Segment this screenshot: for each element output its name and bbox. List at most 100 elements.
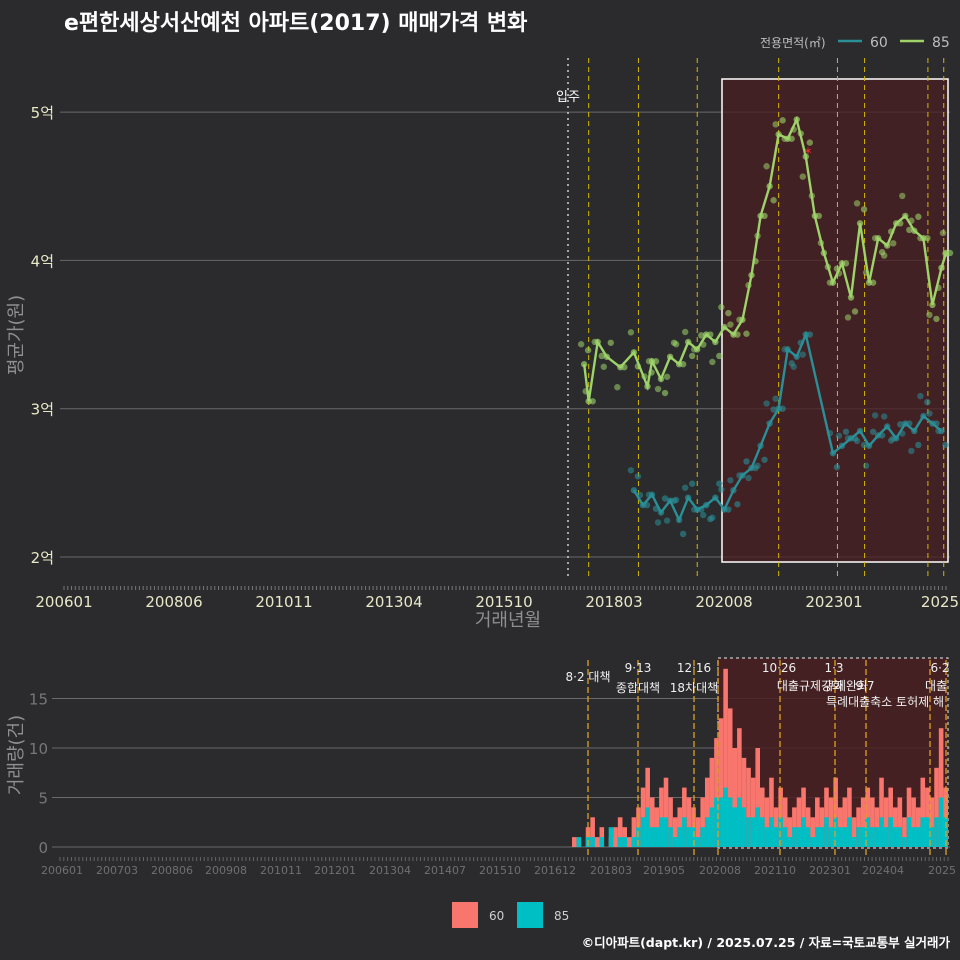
volume-x-tick-label: 202301: [809, 864, 851, 877]
price-x-axis: 200601 200806 201011 201304 201510 201803 2020…: [35, 586, 959, 611]
volume-bar-85: [870, 827, 875, 847]
volume-bar-60: [833, 777, 838, 847]
price-point-85: [654, 385, 662, 393]
price-point-60: [700, 511, 707, 519]
price-point-85: [815, 212, 823, 220]
bottom-legend-label-60: 60: [489, 909, 504, 923]
price-y-tick-label: 2억: [31, 549, 54, 567]
volume-bar-85: [856, 827, 861, 847]
volume-bar-85: [906, 817, 912, 847]
volume-bar-60: [842, 797, 848, 847]
price-point-85: [788, 135, 795, 142]
volume-bar-85: [892, 827, 898, 847]
price-point-85: [933, 315, 940, 323]
policy-lines: [588, 58, 945, 580]
price-point-85: [906, 226, 913, 234]
volume-x-tick-label: 201612: [534, 864, 576, 877]
volume-bar-60: [723, 668, 728, 847]
price-point-60: [716, 480, 723, 487]
volume-bar-85: [718, 797, 724, 847]
price-x-tick-label: 202008: [695, 593, 752, 611]
highlight-region: [721, 78, 949, 563]
volume-bar-85: [640, 817, 646, 847]
volume-bar-60: [851, 817, 857, 847]
volume-bar-60: [668, 797, 673, 847]
price-point-85: [924, 234, 931, 242]
volume-bar-85: [833, 817, 838, 847]
price-x-tick-label: 201510: [475, 593, 532, 611]
price-point-85: [939, 229, 947, 237]
volume-bar-85: [576, 837, 582, 847]
volume-bar-85: [787, 837, 793, 847]
price-point-85: [779, 117, 786, 124]
price-point-85: [727, 321, 734, 328]
volume-bar-60: [920, 777, 926, 847]
volume-bar-85: [920, 817, 926, 847]
price-point-60: [709, 514, 716, 521]
price-point-85: [761, 212, 768, 220]
price-point-60: [835, 432, 843, 439]
policy-label: 6·2: [930, 661, 949, 675]
volume-y-tick-label: 15: [29, 691, 48, 709]
volume-bar-85: [810, 837, 816, 847]
volume-bar-85: [677, 827, 683, 847]
footer-credit: ©디아파트(dapt.kr) / 2025.07.25 / 자료=국토교통부 실…: [582, 935, 951, 950]
volume-bar-85: [911, 827, 916, 847]
price-point-60: [842, 428, 850, 435]
price-point-60: [734, 501, 741, 508]
policy-label: 1·3: [824, 661, 843, 675]
bottom-legend-swatch-85: [517, 902, 543, 928]
chart-title: e편한세상서산예천 아파트(2017) 매매가격 변화: [64, 11, 527, 36]
price-point-60: [853, 437, 861, 445]
volume-bar-85: [737, 797, 742, 847]
volume-bar-85: [805, 827, 811, 847]
price-point-60: [772, 395, 779, 402]
volume-bar-85: [599, 837, 605, 847]
price-point-85: [600, 363, 607, 370]
price-point-60: [926, 410, 933, 417]
price-point-85: [806, 139, 813, 146]
price-point-60: [833, 463, 841, 471]
volume-bar-60: [631, 817, 637, 847]
volume-x-tick-label: 202008: [699, 864, 741, 877]
price-point-60: [779, 405, 786, 412]
price-point-60: [718, 486, 725, 493]
price-point-85: [718, 303, 725, 311]
price-point-60: [725, 506, 732, 513]
price-point-85: [734, 331, 741, 338]
price-point-85: [770, 197, 777, 204]
legend-title: 전용면적(㎡): [760, 36, 826, 50]
price-y-tick-label: 4억: [31, 252, 54, 270]
volume-panel: 8·2 대책 9·13 종합대책 12·16 18차대책 10·26 대출규제강화 1·3 규제…: [6, 657, 956, 877]
price-point-85: [681, 328, 689, 336]
volume-bar-85: [819, 827, 825, 847]
price-point-60: [915, 441, 922, 449]
price-point-60: [661, 495, 669, 502]
price-point-60: [761, 456, 768, 463]
price-lines: [583, 115, 948, 523]
volume-x-tick-label: 200703: [96, 864, 138, 877]
volume-bar-60: [934, 767, 939, 847]
policy-label: 규제완화: [824, 679, 868, 693]
price-point-85: [743, 330, 750, 337]
volume-bar-85: [668, 827, 673, 847]
volume-bar-60: [613, 827, 618, 847]
volume-bar-60: [764, 797, 770, 847]
volume-bar-85: [695, 837, 701, 847]
price-point-60: [897, 421, 904, 428]
volume-bar-85: [879, 817, 884, 847]
policy-label: 8·2 대책: [566, 669, 611, 684]
volume-bar-85: [874, 827, 880, 847]
price-y-tick-label: 3억: [31, 401, 54, 419]
volume-bar-85: [608, 827, 614, 847]
volume-x-tick-label: 201201: [314, 864, 356, 877]
price-point-60: [799, 351, 806, 358]
price-point-60: [679, 530, 687, 538]
price-point-60: [924, 398, 931, 406]
price-point-85: [598, 352, 605, 360]
volume-bar-85: [847, 817, 852, 847]
volume-bar-85: [888, 817, 893, 847]
volume-bar-60: [695, 817, 701, 847]
volume-y-tick-label: 10: [29, 740, 48, 758]
